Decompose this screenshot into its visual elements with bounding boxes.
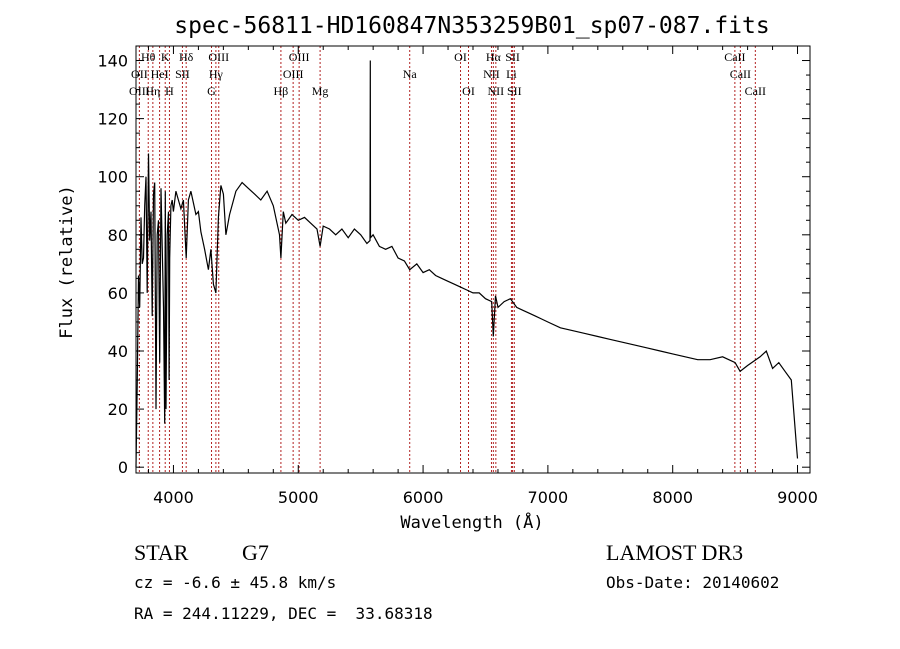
x-tick-label: 5000 xyxy=(278,488,319,507)
x-tick-label: 7000 xyxy=(528,488,569,507)
x-tick-label: 4000 xyxy=(153,488,194,507)
spectral-line-label: SII xyxy=(175,67,190,81)
spectral-line-label: Hδ xyxy=(179,50,194,64)
object-class: STAR xyxy=(134,540,189,565)
chart-title: spec-56811-HD160847N353259B01_sp07-087.f… xyxy=(174,13,769,39)
spectral-line-label: OII xyxy=(131,67,148,81)
y-tick-label: 80 xyxy=(108,226,128,245)
spectral-line-label: OI xyxy=(462,84,475,98)
y-axis-label: Flux (relative) xyxy=(57,185,77,339)
x-tick-label: 6000 xyxy=(403,488,444,507)
obs-date: Obs-Date: 20140602 xyxy=(606,573,779,592)
spectral-line-label: SII xyxy=(507,84,522,98)
spectral-line-label: NII xyxy=(483,67,500,81)
spectral-line-markers xyxy=(138,46,756,473)
spectral-line-label: OIII xyxy=(129,84,150,98)
spectral-line-label: CaII xyxy=(724,50,745,64)
redshift-value: cz = -6.6 ± 45.8 km/s xyxy=(134,573,336,592)
spectral-line-label: OIII xyxy=(283,67,304,81)
info-panel: STAR G7 LAMOST DR3 cz = -6.6 ± 45.8 km/s… xyxy=(134,540,779,623)
spectral-line-label: OI xyxy=(454,50,467,64)
y-tick-label: 60 xyxy=(108,284,128,303)
spectral-line-label: Hη xyxy=(145,84,160,98)
spectral-line-label: Mg xyxy=(312,84,329,98)
x-tick-label: 8000 xyxy=(652,488,693,507)
y-tick-label: 40 xyxy=(108,342,128,361)
spectral-line-label: SII xyxy=(505,50,520,64)
plot-frame xyxy=(135,45,811,474)
spectral-line-label: Na xyxy=(403,67,418,81)
spectral-line-label: Hβ xyxy=(274,84,289,98)
y-axis-ticks: 0 20 40 60 80 100 120 140 xyxy=(97,52,810,477)
survey-name: LAMOST DR3 xyxy=(606,540,743,565)
spectral-line-label: OIII xyxy=(289,50,310,64)
object-subclass: G7 xyxy=(242,540,269,565)
spectral-line-label: Hθ xyxy=(141,50,156,64)
spectral-line-label: H xyxy=(165,84,174,98)
spectral-line-label: K xyxy=(161,50,170,64)
spectrum-line xyxy=(135,60,799,468)
spectral-line-label: NII xyxy=(488,84,505,98)
spectral-line-label: Hα xyxy=(486,50,502,64)
spectral-line-label: CaII xyxy=(745,84,766,98)
spectral-line-label: Hγ xyxy=(209,67,224,81)
x-axis-label: Wavelength (Å) xyxy=(400,511,543,533)
spectral-line-label: Li xyxy=(506,67,517,81)
y-tick-label: 120 xyxy=(97,110,128,129)
spectral-line-label: HeI xyxy=(151,67,169,81)
spectral-line-label: G xyxy=(207,84,216,98)
x-axis-ticks: 4000 5000 6000 7000 8000 9000 xyxy=(147,46,818,507)
x-tick-label: 9000 xyxy=(777,488,818,507)
y-tick-label: 0 xyxy=(118,458,128,477)
coordinates: RA = 244.11229, DEC = 33.68318 xyxy=(134,604,433,623)
y-tick-label: 140 xyxy=(97,52,128,71)
y-tick-label: 20 xyxy=(108,400,128,419)
spectral-line-label: CaII xyxy=(730,67,751,81)
y-tick-label: 100 xyxy=(97,168,128,187)
spectral-line-label: OIII xyxy=(208,50,229,64)
